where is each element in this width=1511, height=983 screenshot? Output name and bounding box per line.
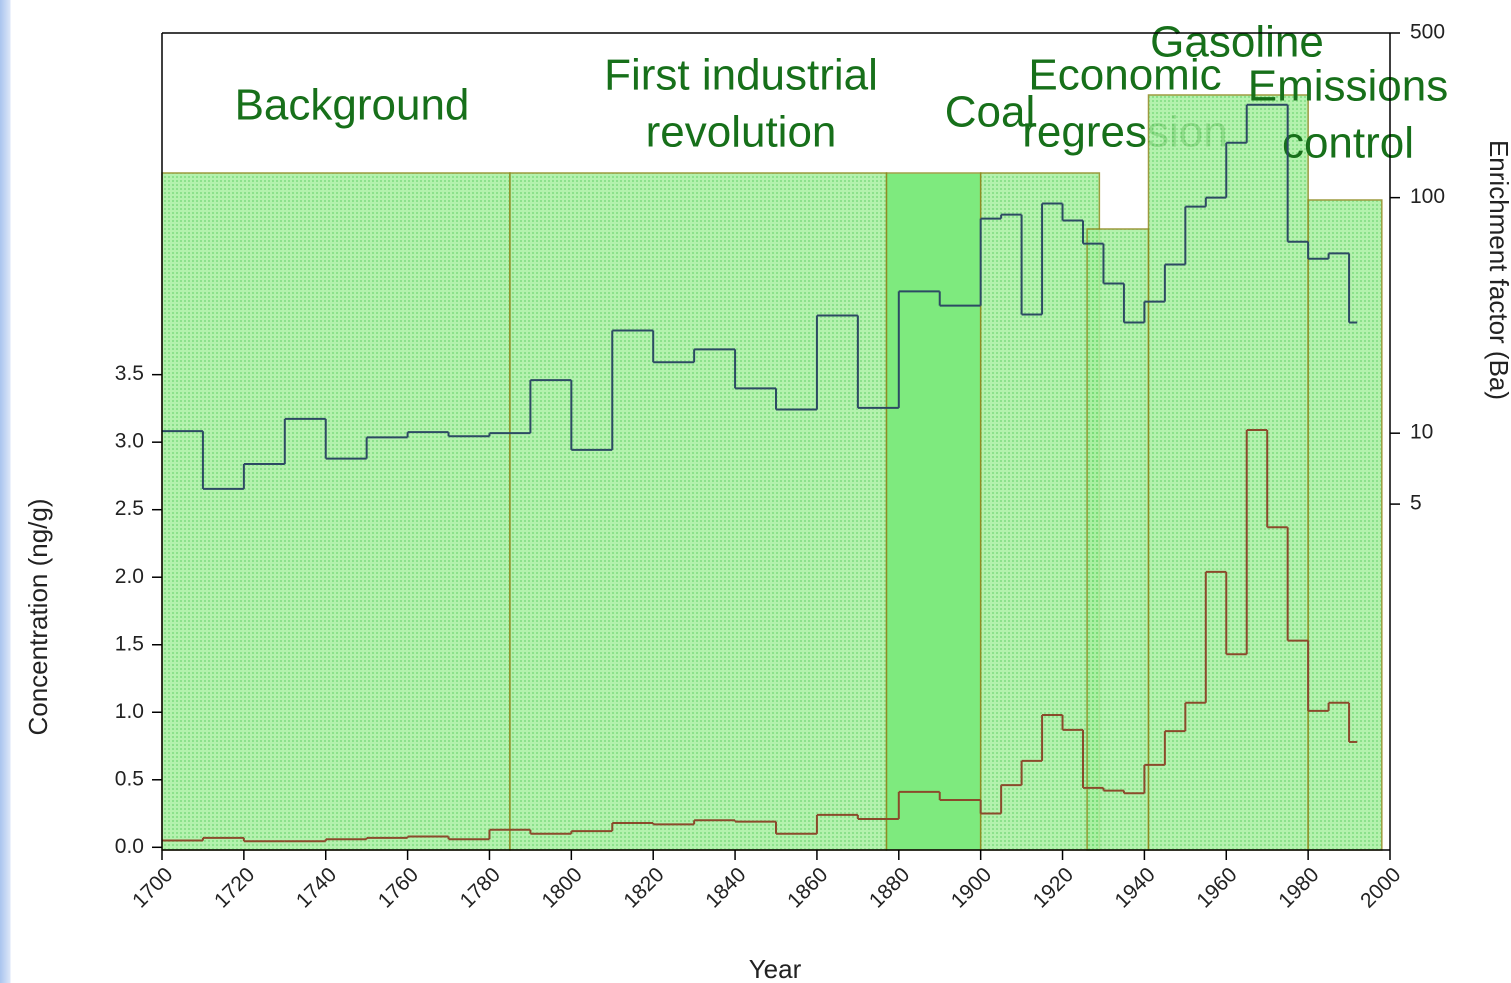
y-tick-label: 0.5 bbox=[115, 767, 144, 790]
period-box bbox=[509, 172, 888, 851]
period-label: Coal bbox=[945, 88, 1036, 137]
period-label: Economic bbox=[1028, 51, 1221, 100]
y2-tick-label: 100 bbox=[1410, 185, 1445, 208]
y-tick-label: 1.0 bbox=[115, 700, 144, 723]
period-box bbox=[161, 172, 511, 851]
period-label: revolution bbox=[646, 108, 837, 157]
period-label: Background bbox=[235, 81, 470, 130]
y2-tick-label: 5 bbox=[1410, 492, 1422, 515]
period-box bbox=[1307, 199, 1383, 851]
period-label: Emissions bbox=[1248, 62, 1449, 111]
x-axis-label: Year bbox=[749, 954, 802, 983]
y-tick-label: 3.5 bbox=[115, 362, 144, 385]
y-tick-label: 2.5 bbox=[115, 497, 144, 520]
period-label: control bbox=[1282, 119, 1414, 168]
period-label: First industrial bbox=[604, 51, 878, 100]
period-label: Gasoline bbox=[1150, 18, 1324, 67]
y2-axis-label: Enrichment factor (Ba) bbox=[1484, 140, 1511, 400]
y-tick-label: 0.0 bbox=[115, 835, 144, 858]
y2-tick-label: 500 bbox=[1410, 21, 1445, 44]
y-tick-label: 3.0 bbox=[115, 430, 144, 453]
y-tick-label: 2.0 bbox=[115, 565, 144, 588]
y-tick-label: 1.5 bbox=[115, 632, 144, 655]
y-axis-label: Concentration (ng/g) bbox=[23, 498, 53, 735]
period-box bbox=[1147, 94, 1309, 851]
period-box bbox=[979, 172, 1101, 851]
y2-tick-label: 10 bbox=[1410, 421, 1433, 444]
period-box bbox=[885, 172, 982, 851]
